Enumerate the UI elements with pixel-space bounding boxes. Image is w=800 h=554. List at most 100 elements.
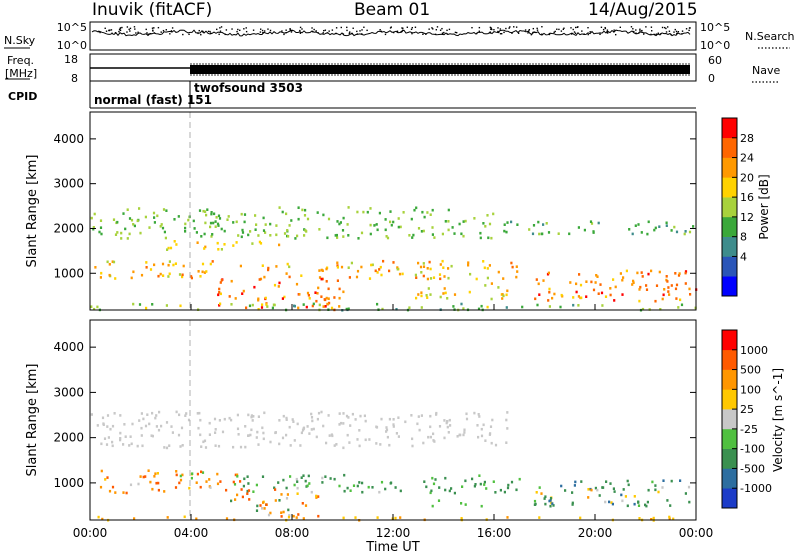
velocity-cell	[203, 439, 207, 443]
power-cell	[336, 236, 339, 239]
velocity-cell	[308, 482, 311, 485]
power-cell	[594, 281, 597, 284]
power-cell	[443, 287, 446, 290]
power-cell	[114, 277, 117, 280]
velocity-cell	[155, 481, 158, 485]
power-cell	[230, 279, 233, 283]
noise-panel-frame	[89, 21, 697, 51]
velocity-cell	[423, 480, 426, 483]
velocity-cell	[477, 435, 480, 439]
velocity-cell	[106, 476, 109, 479]
velocity-cell	[179, 474, 182, 478]
velocity-cell	[255, 509, 259, 512]
power-cell	[460, 232, 463, 236]
velocity-cell	[411, 437, 414, 441]
power-cell	[306, 291, 310, 295]
velocity-cell	[507, 483, 510, 487]
power-colorbar: 28 24 20 16 12 8 4 Power [dB]	[721, 117, 771, 297]
power-cell	[379, 265, 382, 269]
power-cell	[423, 215, 426, 219]
velocity-panel: 1000 2000 3000 4000 00:00 04:00 08:00 12:00 16:…	[25, 319, 713, 554]
noise-search-dot	[157, 26, 160, 29]
velocity-cell	[311, 419, 314, 423]
noise-search-dot	[541, 26, 543, 28]
power-cell	[420, 294, 423, 298]
velocity-cell	[363, 414, 366, 418]
freq-tick-top: 18	[64, 53, 78, 66]
power-colorbar-tick-label: 16	[740, 191, 754, 204]
power-cell	[255, 223, 258, 226]
power-cell	[338, 287, 341, 291]
power-cell	[362, 210, 365, 214]
noise-search-dot	[216, 28, 218, 31]
power-cell	[151, 303, 154, 306]
velocity-cell	[219, 480, 222, 483]
power-cell	[93, 212, 96, 216]
velocity-cell	[183, 515, 186, 519]
power-cell	[217, 293, 220, 297]
noise-search-dot	[476, 32, 478, 35]
power-cell	[542, 223, 545, 226]
power-cell	[360, 231, 364, 235]
power-cell	[384, 228, 387, 232]
velocity-cell	[312, 427, 315, 431]
velocity-cell	[358, 429, 361, 432]
velocity-cell	[249, 433, 252, 437]
power-cell	[193, 227, 196, 230]
velocity-cell	[111, 440, 114, 444]
velocity-cell	[417, 415, 420, 418]
power-cell	[203, 232, 206, 236]
velocity-cell	[304, 504, 308, 507]
noise-search-dot	[389, 27, 392, 29]
power-cell	[341, 229, 345, 232]
velocity-cell	[564, 489, 567, 492]
power-cell	[429, 277, 433, 280]
power-cell	[162, 208, 166, 211]
velocity-cell	[236, 427, 240, 431]
power-cell	[168, 272, 171, 276]
power-cell	[100, 271, 103, 275]
noise-search-dot	[604, 26, 606, 29]
velocity-cell	[351, 412, 354, 416]
power-cell	[94, 266, 97, 269]
velocity-colorbar-segment	[722, 488, 737, 509]
velocity-cell	[483, 480, 486, 484]
noise-search-dot	[170, 30, 173, 32]
power-cell	[267, 266, 270, 270]
power-cell	[429, 293, 432, 296]
velocity-cell	[208, 421, 211, 425]
power-cell	[439, 277, 442, 281]
velocity-cell	[261, 475, 265, 478]
velocity-cell	[429, 425, 432, 429]
velocity-cell	[343, 489, 346, 493]
velocity-cell	[571, 503, 574, 506]
power-colorbar-segment	[722, 216, 737, 237]
power-cell	[347, 266, 350, 269]
power-cell	[278, 243, 281, 247]
noise-search-dot	[560, 30, 563, 32]
velocity-cell	[478, 415, 481, 418]
velocity-cell	[594, 486, 597, 490]
power-cell	[479, 231, 482, 235]
velocity-cell	[157, 488, 160, 492]
noise-search-dot	[239, 29, 241, 32]
power-cell	[149, 268, 153, 271]
power-cell	[336, 264, 339, 267]
power-cell	[258, 278, 261, 281]
power-cell	[614, 285, 617, 289]
noise-search-dot	[613, 31, 615, 33]
power-cell	[148, 226, 151, 229]
power-cell	[662, 293, 665, 297]
noise-search-dot	[114, 31, 117, 34]
power-cell	[486, 214, 489, 217]
power-cell	[204, 221, 207, 225]
x-tick-label: 16:00	[477, 526, 512, 540]
velocity-cell	[587, 496, 590, 499]
noise-search-dot	[455, 31, 458, 34]
velocity-cell	[460, 517, 463, 520]
velocity-cell	[221, 430, 225, 434]
velocity-cell	[465, 412, 468, 416]
noise-search-dot	[169, 33, 171, 35]
velocity-cell	[429, 435, 432, 439]
power-cell	[426, 277, 429, 281]
